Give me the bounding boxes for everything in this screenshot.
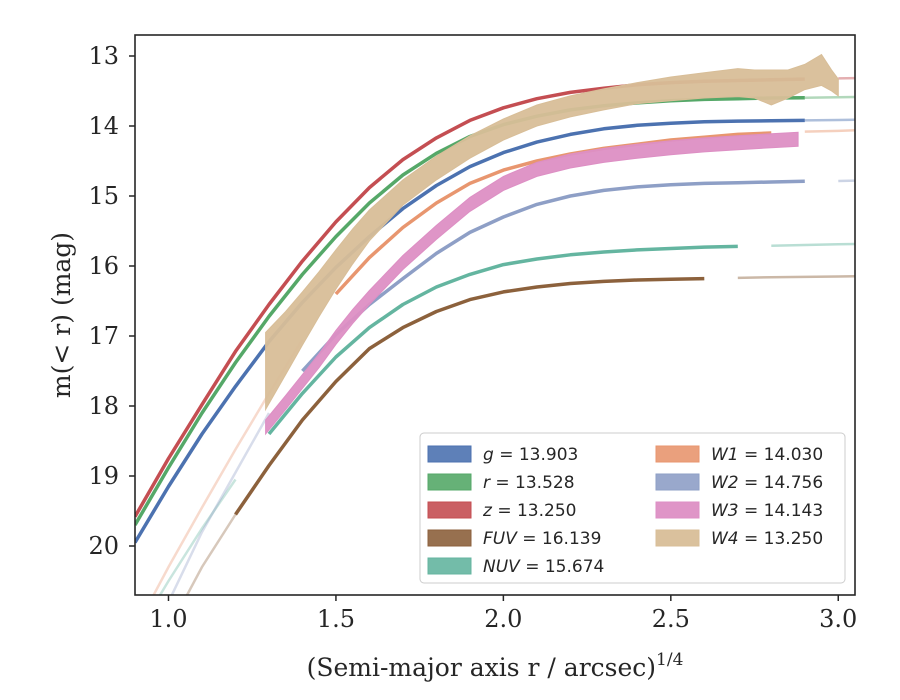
legend-swatch-w3 bbox=[655, 501, 700, 519]
legend: g = 13.903 r = 13.528 z = 13.250 FUV = 16.1… bbox=[419, 432, 846, 584]
x-axis-label: (Semi-major axis r / arcsec)1/4 bbox=[307, 650, 684, 682]
series-nuv-faded-start bbox=[158, 478, 237, 595]
series-g-faded-end bbox=[804, 118, 855, 122]
legend-swatch-nuv bbox=[427, 557, 472, 575]
series-nuv-line bbox=[267, 244, 738, 436]
series-w3-band bbox=[265, 131, 799, 436]
series-w1-faded-end bbox=[804, 128, 855, 133]
legend-item-w2: W2 = 14.756 bbox=[655, 473, 823, 493]
series-fuv bbox=[185, 274, 855, 595]
legend-item-w4: W4 = 13.250 bbox=[655, 529, 823, 549]
tick-layer: 1.0 1.5 2.0 2.5 3.0 13 14 15 16 17 18 19 20 bbox=[88, 42, 857, 633]
legend-label-w4: W4 = 13.250 bbox=[711, 529, 823, 549]
x-tick-label: 2.0 bbox=[484, 605, 522, 633]
legend-item-nuv: NUV = 15.674 bbox=[427, 557, 604, 577]
legend-swatch-w2 bbox=[655, 473, 700, 491]
y-axis-label-text: m(< r) (mag) bbox=[47, 232, 76, 398]
series-r-faded-end bbox=[804, 95, 855, 99]
y-axis-label: m(< r) (mag) bbox=[47, 232, 76, 398]
legend-label-z: z = 13.250 bbox=[482, 501, 576, 521]
legend-label-g: g = 13.903 bbox=[483, 445, 578, 465]
series-nuv-faded-end bbox=[771, 242, 855, 247]
y-tick-label: 13 bbox=[88, 42, 119, 70]
y-tick-label: 18 bbox=[88, 392, 119, 420]
legend-label-r: r = 13.528 bbox=[483, 473, 575, 493]
legend-swatch-w4 bbox=[655, 529, 700, 547]
series-w2 bbox=[170, 179, 855, 595]
series-fuv-line bbox=[234, 276, 705, 516]
legend-swatch-fuv bbox=[427, 529, 472, 547]
series-nuv bbox=[158, 242, 855, 595]
legend-label-w2: W2 = 14.756 bbox=[711, 473, 823, 493]
legend-label-fuv: FUV = 16.139 bbox=[483, 529, 601, 549]
legend-swatch-r bbox=[427, 473, 472, 491]
y-tick-label: 15 bbox=[88, 182, 119, 210]
y-tick-label: 19 bbox=[88, 462, 119, 490]
legend-swatch-z bbox=[427, 501, 472, 519]
series-w2-faded-start bbox=[170, 412, 271, 595]
legend-item-w1: W1 = 14.030 bbox=[655, 445, 823, 465]
legend-item-fuv: FUV = 16.139 bbox=[427, 529, 601, 549]
x-tick-label: 1.0 bbox=[149, 605, 187, 633]
legend-swatch-g bbox=[427, 445, 472, 463]
x-tick-label: 1.5 bbox=[317, 605, 355, 633]
legend-item-g: g = 13.903 bbox=[427, 445, 578, 465]
series-fuv-faded-end bbox=[737, 274, 855, 280]
y-tick-label: 14 bbox=[88, 112, 119, 140]
legend-label-w3: W3 = 14.143 bbox=[711, 501, 823, 521]
series-g-line bbox=[135, 118, 805, 544]
legend-item-w3: W3 = 14.143 bbox=[655, 501, 823, 521]
y-tick-label: 20 bbox=[88, 532, 119, 560]
legend-swatch-w1 bbox=[655, 445, 700, 463]
series-layer bbox=[135, 53, 855, 595]
y-tick-label: 17 bbox=[88, 322, 119, 350]
series-w1-line bbox=[334, 131, 772, 296]
series-g bbox=[135, 118, 855, 544]
series-w4-band bbox=[265, 53, 839, 412]
legend-item-z: z = 13.250 bbox=[427, 501, 576, 521]
series-fuv-faded-start bbox=[185, 513, 237, 595]
legend-label-nuv: NUV = 15.674 bbox=[483, 557, 604, 577]
legend-label-w1: W1 = 14.030 bbox=[711, 445, 823, 465]
y-tick-label: 16 bbox=[88, 252, 119, 280]
x-tick-label: 3.0 bbox=[819, 605, 857, 633]
legend-item-r: r = 13.528 bbox=[427, 473, 575, 493]
x-tick-label: 2.5 bbox=[652, 605, 690, 633]
plot-frame bbox=[134, 34, 856, 596]
legend-frame bbox=[419, 432, 846, 584]
series-w2-line bbox=[301, 179, 805, 373]
series-w4 bbox=[265, 53, 839, 412]
series-w3 bbox=[265, 131, 799, 436]
x-axis-label-text: (Semi-major axis r / arcsec)1/4 bbox=[307, 650, 684, 682]
